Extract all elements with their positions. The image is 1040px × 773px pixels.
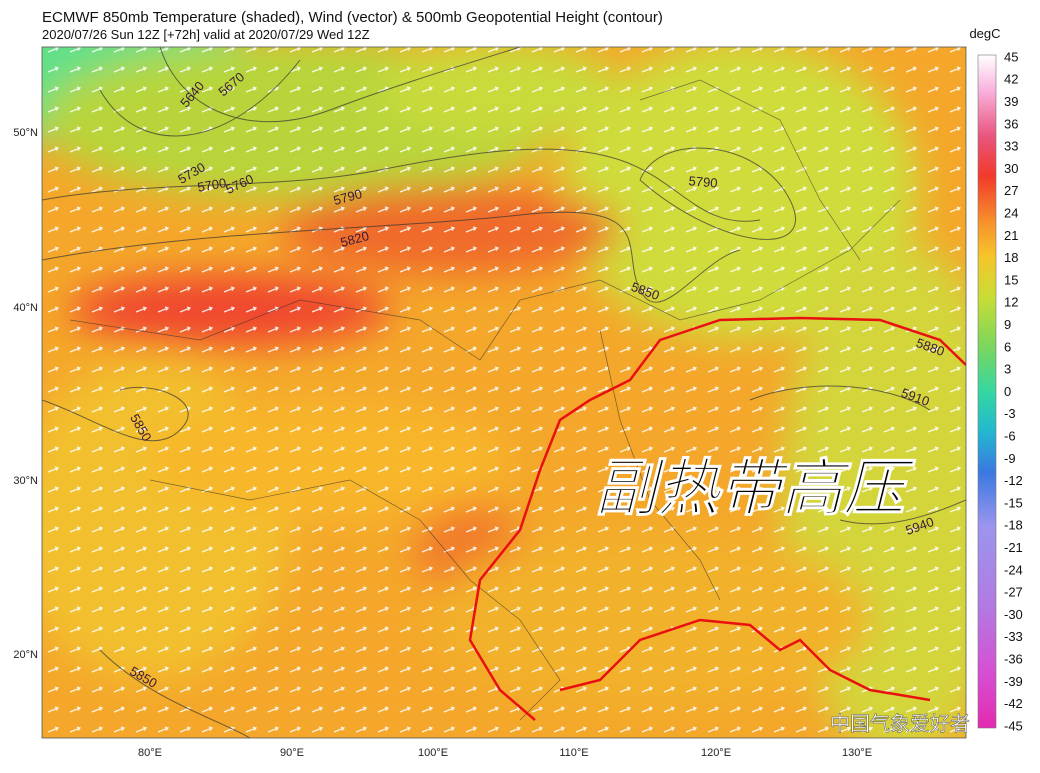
colorbar-tick-label: -33 [1004,629,1023,644]
contour-label: 5820 [339,228,371,250]
colorbar-tick-label: -9 [1004,451,1016,466]
contour-label: 5700 [196,175,227,195]
colorbar-tick-label: 30 [1004,161,1018,176]
lon-label: 90°E [280,747,304,759]
colorbar-tick-label: -42 [1004,696,1023,711]
colorbar-unit: degC [969,26,1000,41]
lon-label: 100°E [418,747,448,759]
annotation: 副热带高压 [595,454,916,523]
colorbar-tick-label: 15 [1004,272,1018,287]
colorbar-tick-label: -6 [1004,429,1016,444]
colorbar-tick-label: 12 [1004,295,1018,310]
colorbar-tick-label: -27 [1004,585,1023,600]
colorbar-tick-label: 9 [1004,317,1011,332]
lat-label: 20°N [13,649,38,661]
colorbar-tick-label: 36 [1004,116,1018,131]
contour-label: 5790 [688,173,718,190]
subtitle: 2020/07/26 Sun 12Z [+72h] valid at 2020/… [42,27,370,42]
colorbar-tick-label: 24 [1004,206,1018,221]
title: ECMWF 850mb Temperature (shaded), Wind (… [42,9,663,26]
map-frame [41,46,967,739]
colorbar-tick-label: 0 [1004,384,1011,399]
colorbar-tick-label: 3 [1004,362,1011,377]
contour-label: 5790 [332,186,364,208]
colorbar-tick-label: -12 [1004,473,1023,488]
colorbar-tick-label: -18 [1004,518,1023,533]
colorbar-tick-label: 21 [1004,228,1018,243]
colorbar-tick-label: 33 [1004,139,1018,154]
lat-label: 30°N [13,475,38,487]
watermark: 中国气象爱好者 [830,712,970,735]
colorbar-tick-label: -3 [1004,406,1016,421]
colorbar [977,54,997,729]
colorbar-tick-label: -30 [1004,607,1023,622]
colorbar-tick-label: 39 [1004,94,1018,109]
colorbar-tick-label: 27 [1004,183,1018,198]
colorbar-tick-label: -36 [1004,652,1023,667]
colorbar-tick-label: 45 [1004,49,1018,64]
lon-label: 130°E [842,747,872,759]
colorbar-tick-label: -39 [1004,674,1023,689]
colorbar-tick-label: 6 [1004,339,1011,354]
colorbar-tick-label: 18 [1004,250,1018,265]
lon-label: 110°E [559,747,588,759]
colorbar-tick-label: -45 [1004,718,1023,733]
lat-label: 40°N [13,302,38,314]
colorbar-tick-label: -24 [1004,562,1023,577]
colorbar-tick-label: 42 [1004,72,1018,87]
lon-label: 120°E [701,747,731,759]
lon-label: 80°E [138,747,162,759]
colorbar-tick-label: -15 [1004,495,1023,510]
lat-label: 50°N [13,127,38,139]
colorbar-tick-label: -21 [1004,540,1023,555]
